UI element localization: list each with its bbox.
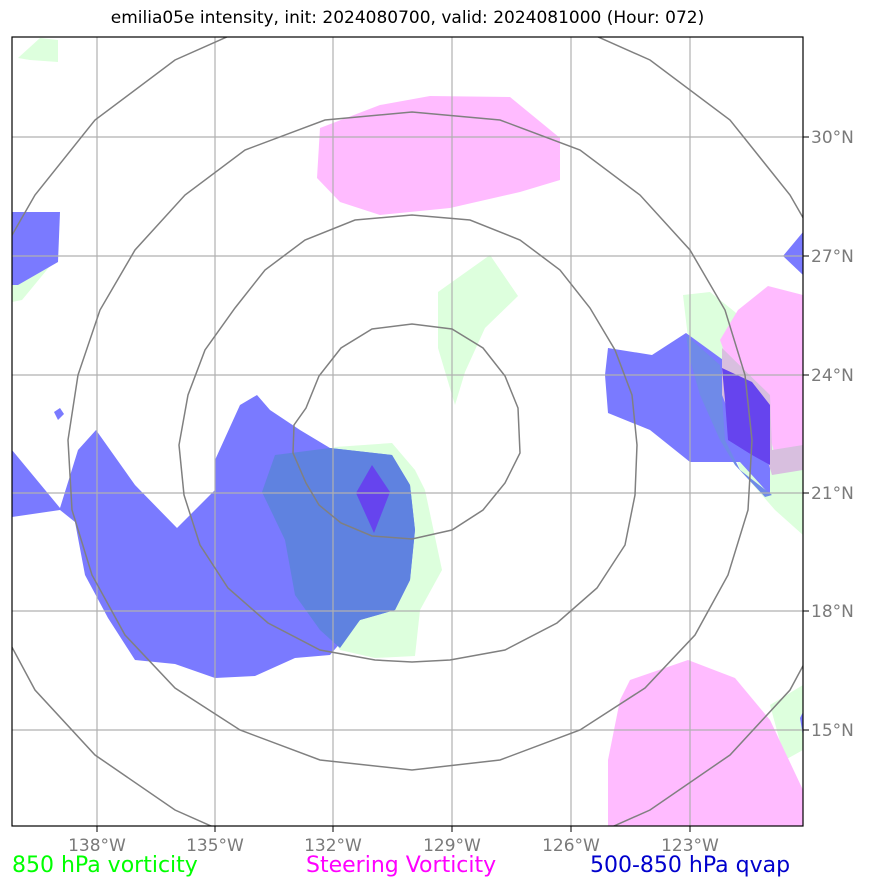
range-ring [67,111,753,771]
range-ring [12,37,803,826]
legend-qvap: 500-850 hPa qvap [590,853,791,878]
tick-marks [96,136,809,832]
lat-tick-label: 30°N [811,128,854,148]
qvap-max-core [356,465,390,533]
qvap-region [12,212,60,285]
lon-tick-label: 135°W [186,836,244,856]
lat-tick-label: 18°N [811,602,854,622]
lat-tick-label: 24°N [811,366,854,386]
qvap-region [783,232,803,275]
lon-tick-label: 132°W [304,836,362,856]
lon-tick-label: 123°W [661,836,719,856]
lat-tick-label: 27°N [811,247,854,267]
steering-vorticity-layer [317,96,803,826]
vorticity-region [438,255,518,405]
vorticity-region [18,38,58,62]
steering-vorticity-region [317,96,560,215]
qvap-region [54,408,64,420]
lon-tick-label: 126°W [542,836,600,856]
legend-850-vorticity: 850 hPa vorticity [12,853,198,878]
map-frame [11,36,804,827]
steering-vorticity-region [720,286,803,470]
qvap-max-core [722,368,770,465]
lon-tick-label: 138°W [68,836,126,856]
range-ring [178,214,638,663]
lat-tick-label: 21°N [811,484,854,504]
lon-tick-label: 129°W [423,836,481,856]
lat-tick-label: 15°N [811,721,854,741]
range-rings [12,37,803,826]
legend-steering-vorticity: Steering Vorticity [306,853,497,878]
gridlines [12,37,803,826]
steering-vorticity-region [608,660,803,826]
range-ring [292,323,521,540]
map-title: emilia05e intensity, init: 2024080700, v… [110,8,705,28]
